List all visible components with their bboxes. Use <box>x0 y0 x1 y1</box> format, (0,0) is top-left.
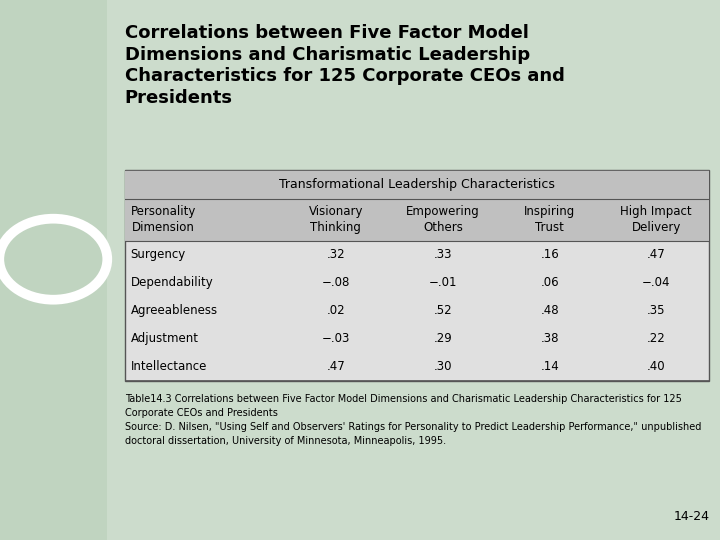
Text: −.03: −.03 <box>322 332 350 345</box>
Text: Correlations between Five Factor Model
Dimensions and Charismatic Leadership
Cha: Correlations between Five Factor Model D… <box>125 24 564 107</box>
Text: High Impact
Delivery: High Impact Delivery <box>621 205 692 234</box>
Text: .47: .47 <box>327 360 346 373</box>
Text: −.04: −.04 <box>642 276 670 289</box>
Text: 14-24: 14-24 <box>673 510 709 523</box>
Text: .40: .40 <box>647 360 665 373</box>
Text: Surgency: Surgency <box>130 248 186 261</box>
Text: .29: .29 <box>433 332 452 345</box>
Text: Transformational Leadership Characteristics: Transformational Leadership Characterist… <box>279 178 555 191</box>
Text: .47: .47 <box>647 248 666 261</box>
Text: .48: .48 <box>541 304 559 317</box>
Text: .32: .32 <box>327 248 345 261</box>
Text: .35: .35 <box>647 304 665 317</box>
FancyBboxPatch shape <box>125 199 709 241</box>
Text: Agreeableness: Agreeableness <box>130 304 217 317</box>
Text: Inspiring
Trust: Inspiring Trust <box>524 205 575 234</box>
Text: .30: .30 <box>433 360 452 373</box>
Text: −.08: −.08 <box>322 276 350 289</box>
Text: Empowering
Others: Empowering Others <box>406 205 480 234</box>
Text: .14: .14 <box>541 360 559 373</box>
Text: Table14.3 Correlations between Five Factor Model Dimensions and Charismatic Lead: Table14.3 Correlations between Five Fact… <box>125 394 701 446</box>
Text: Personality
Dimension: Personality Dimension <box>130 205 196 234</box>
Text: .06: .06 <box>541 276 559 289</box>
Text: .22: .22 <box>647 332 666 345</box>
FancyBboxPatch shape <box>125 170 709 199</box>
Text: .52: .52 <box>433 304 452 317</box>
Text: Intellectance: Intellectance <box>130 360 207 373</box>
Text: Adjustment: Adjustment <box>130 332 199 345</box>
Text: −.01: −.01 <box>428 276 457 289</box>
Text: .02: .02 <box>327 304 345 317</box>
Text: Dependability: Dependability <box>130 276 213 289</box>
Text: .38: .38 <box>541 332 559 345</box>
Text: .33: .33 <box>433 248 452 261</box>
Text: .16: .16 <box>541 248 559 261</box>
Text: Visionary
Thinking: Visionary Thinking <box>309 205 363 234</box>
